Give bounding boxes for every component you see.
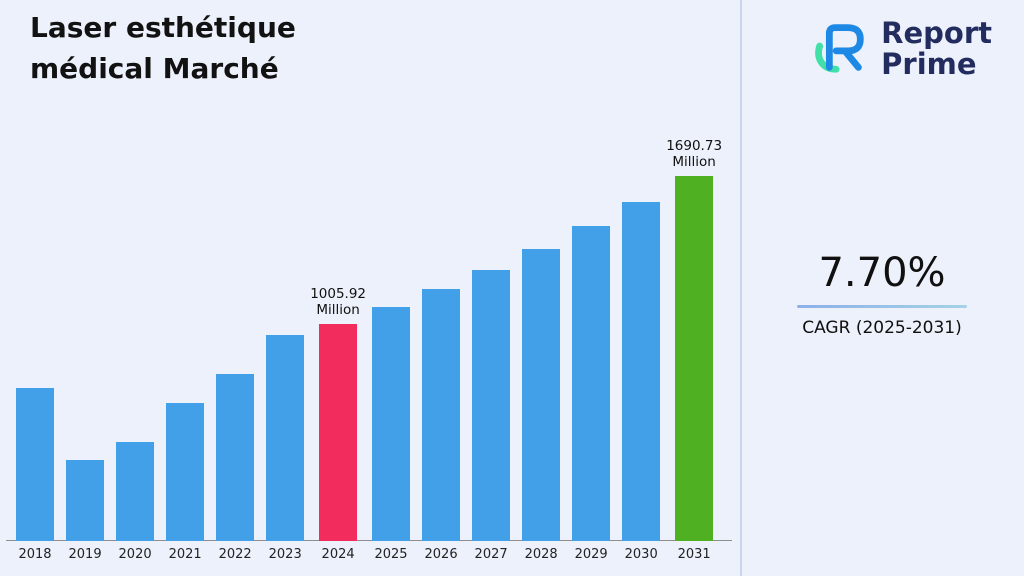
- bar-group-2029: 2029: [566, 226, 616, 562]
- bar-2030: [622, 202, 661, 541]
- bar-2031: [675, 176, 714, 541]
- x-tick-label-2018: 2018: [18, 547, 52, 562]
- bar-group-2018: 2018: [10, 388, 60, 562]
- x-tick-label-2029: 2029: [574, 547, 608, 562]
- x-tick-label-2025: 2025: [374, 547, 408, 562]
- bar-2022: [216, 374, 255, 541]
- cagr-panel: 7.70% CAGR (2025-2031): [742, 250, 1022, 338]
- x-tick-label-2024: 2024: [321, 547, 355, 562]
- bar-2021: [166, 403, 205, 541]
- cagr-label: CAGR (2025-2031): [802, 318, 962, 338]
- logo-wordmark: Report Prime: [881, 15, 992, 81]
- x-tick-label-2022: 2022: [218, 547, 252, 562]
- bar-group-2019: 2019: [60, 460, 110, 562]
- bar-2020: [116, 442, 155, 541]
- bar-2028: [522, 249, 561, 541]
- vertical-divider: [740, 0, 742, 576]
- bar-group-2028: 2028: [516, 249, 566, 562]
- bar-value-label-2024: 1005.92 Million: [310, 286, 367, 319]
- bar-2027: [472, 270, 511, 541]
- bar-group-2023: 2023: [260, 335, 310, 562]
- x-tick-label-2026: 2026: [424, 547, 458, 562]
- report-prime-logo: Report Prime: [809, 16, 992, 82]
- bar-group-2020: 2020: [110, 442, 160, 562]
- bar-group-2030: 2030: [616, 202, 666, 562]
- bar-chart: 2018 2019 2020 2021 2022 2023 1005.92 Million 2…: [10, 138, 723, 562]
- x-tick-label-2020: 2020: [118, 547, 152, 562]
- x-tick-label-2028: 2028: [524, 547, 558, 562]
- bar-2029: [572, 226, 611, 541]
- bar-2018: [16, 388, 55, 541]
- bar-2019: [66, 460, 105, 541]
- bar-group-2031: 1690.73 Million 2031: [666, 138, 723, 562]
- logo-word-prime: Prime: [881, 47, 977, 81]
- cagr-underline: [797, 305, 967, 308]
- bar-group-2025: 2025: [366, 307, 416, 562]
- report-prime-logo-icon: [809, 16, 871, 82]
- bar-value-label-2031: 1690.73 Million: [666, 138, 723, 171]
- bar-group-2026: 2026: [416, 289, 466, 562]
- logo-word-report: Report: [881, 15, 992, 50]
- x-tick-label-2019: 2019: [68, 547, 102, 562]
- cagr-value: 7.70%: [818, 250, 946, 296]
- bar-group-2027: 2027: [466, 270, 516, 562]
- x-tick-label-2023: 2023: [268, 547, 302, 562]
- bar-2026: [422, 289, 461, 541]
- page-title: Laser esthétique médical Marché: [30, 11, 296, 85]
- bar-group-2021: 2021: [160, 403, 210, 562]
- bar-2024: [319, 324, 358, 541]
- bar-2025: [372, 307, 411, 541]
- x-tick-label-2030: 2030: [624, 547, 658, 562]
- bar-group-2024: 1005.92 Million 2024: [310, 286, 367, 562]
- bar-2023: [266, 335, 305, 541]
- x-tick-label-2031: 2031: [677, 547, 711, 562]
- x-tick-label-2021: 2021: [168, 547, 202, 562]
- x-tick-label-2027: 2027: [474, 547, 508, 562]
- bar-group-2022: 2022: [210, 374, 260, 562]
- x-axis-line: [6, 540, 732, 541]
